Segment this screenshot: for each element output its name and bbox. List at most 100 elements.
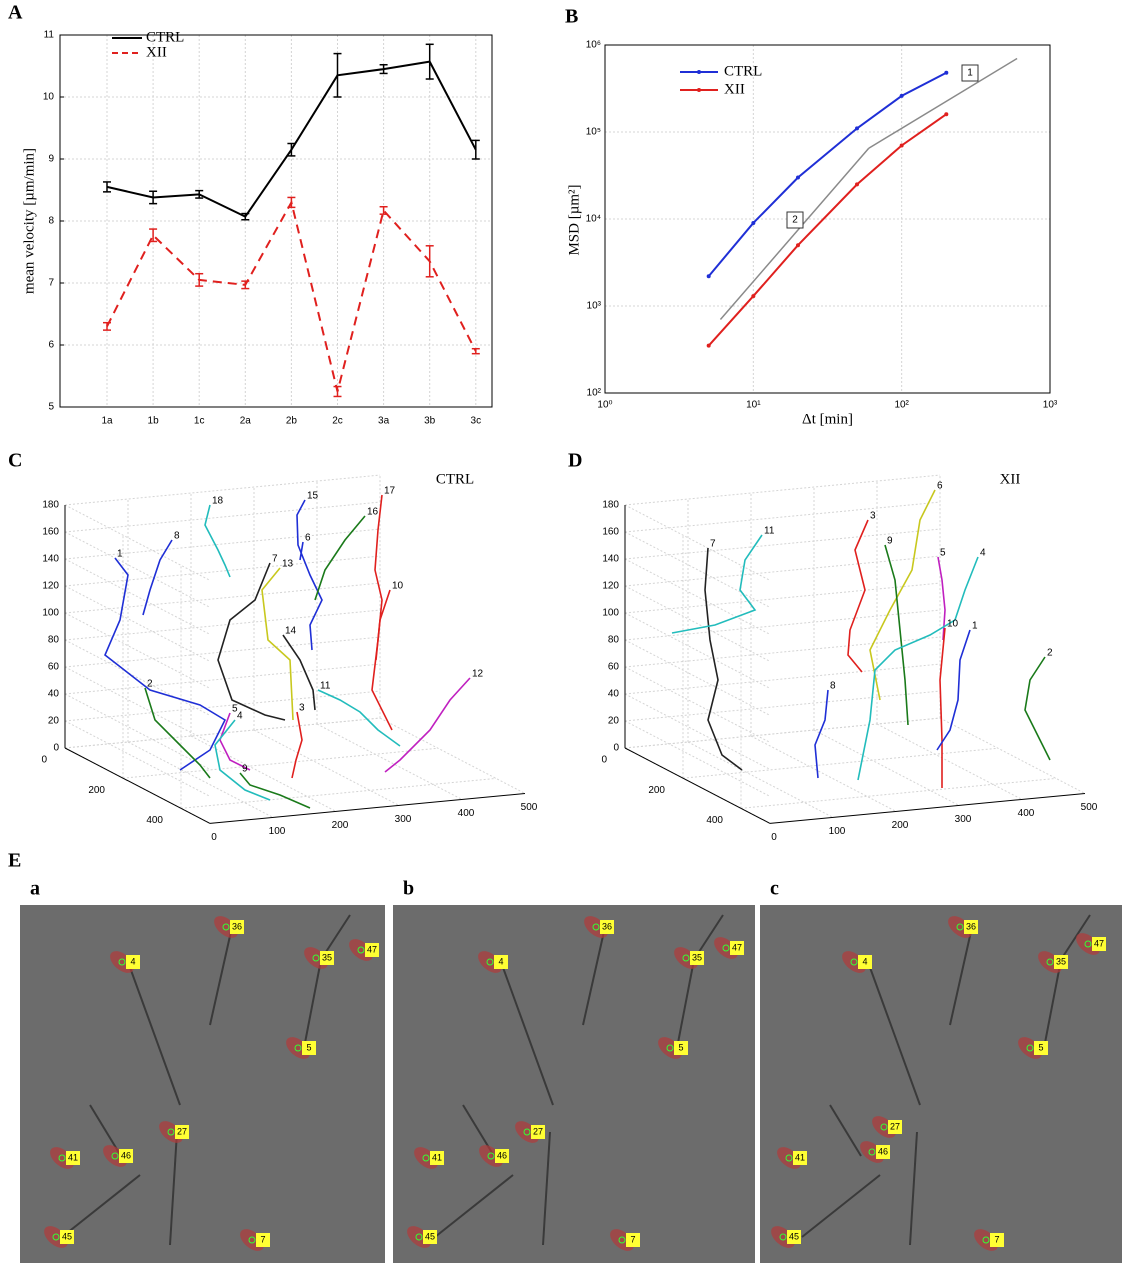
grid-line (64, 582, 381, 614)
axis-line (209, 792, 526, 824)
grid-line (624, 666, 771, 743)
trajectory (939, 627, 946, 788)
cell-tag (1054, 955, 1068, 969)
cell-processes (434, 914, 724, 1246)
trajectory (375, 589, 391, 661)
cell-marker (248, 1236, 256, 1244)
series-line (707, 71, 947, 277)
grid-line (64, 666, 211, 743)
cell-marker (868, 1148, 876, 1156)
chart-title: CTRL (436, 471, 474, 487)
grid-line (624, 693, 771, 770)
z-tick-label: 0 (613, 743, 619, 754)
track-label: 2 (147, 679, 153, 690)
cell-tag (1034, 1041, 1048, 1055)
cell-tag (60, 1230, 74, 1244)
y-tick-label: 10⁶ (586, 40, 601, 51)
cell-tag (787, 1230, 801, 1244)
z-tick-label: 60 (48, 662, 60, 673)
cell-marker (1026, 1044, 1034, 1052)
cell-id: 35 (692, 952, 702, 962)
data-point (751, 294, 756, 299)
y-tick-label: 9 (48, 154, 54, 165)
grid-line (624, 531, 771, 608)
data-point (795, 175, 800, 180)
grid-line (876, 723, 1023, 800)
cell-marker (58, 1154, 66, 1162)
cell-id: 36 (602, 921, 612, 931)
y-axis-label: mean velocity [µm/min] (21, 148, 37, 294)
cell-marker (118, 958, 126, 966)
cell-process (582, 926, 606, 1026)
grid-line (316, 723, 463, 800)
grid-line (64, 690, 381, 722)
cell-process (949, 926, 973, 1026)
x-tick-label: 1a (101, 416, 113, 427)
track-label: 15 (307, 491, 319, 502)
track-label: 7 (710, 539, 716, 550)
cell-id: 7 (994, 1234, 999, 1244)
cell-id: 46 (878, 1146, 888, 1156)
axis-line (769, 792, 1086, 824)
track-label: 5 (940, 548, 946, 559)
grid-line (624, 717, 941, 749)
y-tick-label: 10⁵ (586, 127, 601, 138)
cell-id: 41 (795, 1152, 805, 1162)
grid-line (624, 474, 941, 506)
track-label: 3 (870, 511, 876, 522)
grid-line (64, 504, 211, 581)
error-bar (471, 347, 480, 355)
grid-line (740, 777, 1057, 809)
error-bar (195, 272, 204, 287)
cell-id: 7 (630, 1234, 635, 1244)
cell-tag (730, 941, 744, 955)
cell-id: 5 (678, 1042, 683, 1052)
grid-line (64, 717, 381, 749)
error-bar (149, 190, 158, 205)
reference-label-box (961, 64, 979, 82)
cell-processes (801, 914, 1091, 1246)
grid-line (64, 585, 211, 662)
x-tick-label: 2a (240, 416, 252, 427)
track-label: 6 (305, 533, 311, 544)
y-tick-label: 8 (48, 216, 54, 227)
track-label: 7 (272, 554, 278, 565)
cell-process (434, 1174, 514, 1238)
grid-line (624, 663, 941, 695)
trajectory (217, 562, 286, 721)
axis-line (64, 747, 211, 824)
grid-line (64, 693, 211, 770)
track-label: 13 (282, 559, 294, 570)
cell-tag (430, 1151, 444, 1165)
data-point (751, 220, 756, 225)
trajectory (936, 629, 971, 751)
reference-line (719, 147, 870, 320)
y-tick-label: 7 (48, 278, 54, 289)
trajectory (204, 504, 231, 578)
data-point (855, 182, 860, 187)
trajectory (884, 544, 909, 726)
x-tick-label: 0 (771, 832, 777, 843)
trajectory (1024, 656, 1051, 761)
track-label: 16 (367, 507, 379, 518)
cell-id: 5 (1038, 1042, 1043, 1052)
trajectory (144, 687, 211, 779)
track-label: 9 (887, 536, 893, 547)
grid-line (624, 636, 941, 668)
cell-tag (230, 920, 244, 934)
cell-tag (119, 1149, 133, 1163)
cell-id: 4 (862, 956, 867, 966)
grid-line (687, 741, 834, 818)
cell-process (1061, 914, 1091, 959)
data-point (899, 93, 904, 98)
grid-line (64, 639, 211, 716)
track-label: 6 (937, 481, 943, 492)
z-tick-label: 180 (602, 500, 619, 511)
x-tick-label: 0 (211, 832, 217, 843)
z-tick-label: 180 (42, 500, 59, 511)
cell-process (500, 961, 554, 1106)
grid-line (624, 690, 941, 722)
cell-marker (682, 954, 690, 962)
grid-line (624, 582, 941, 614)
